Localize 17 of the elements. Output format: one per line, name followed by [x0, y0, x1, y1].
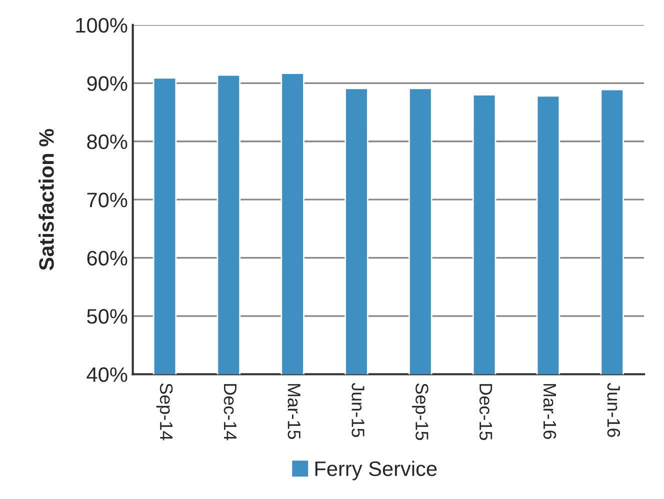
x-tick-label: Jun-15 [352, 382, 364, 438]
x-tick-label: Sep-15 [412, 383, 428, 440]
x-tick-label: Jun-16 [607, 382, 620, 437]
y-tick-label: 90% [87, 76, 128, 91]
x-tick-label: Sep-14 [156, 383, 173, 440]
y-axis-title: Satisfaction % [38, 128, 54, 270]
x-tick-label: Mar-15 [288, 384, 300, 440]
x-tick-label: Dec-15 [479, 384, 492, 440]
legend-label: Ferry Service [315, 460, 437, 480]
y-tick-label: 50% [87, 309, 128, 324]
x-tick-label: Mar-16 [543, 384, 556, 439]
x-tick-label: Dec-14 [224, 384, 236, 440]
y-tick-label: 100% [76, 18, 128, 33]
y-tick-label: 60% [87, 250, 128, 266]
y-tick-label: 80% [87, 134, 128, 150]
y-tick-label: 40% [86, 367, 128, 382]
y-tick-label: 70% [87, 192, 128, 208]
